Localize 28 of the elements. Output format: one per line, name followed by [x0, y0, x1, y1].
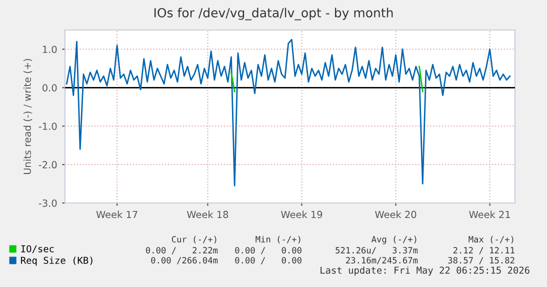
- text: Max (-/+): [468, 236, 514, 244]
- text: Last update: Fri May 22 06:25:15 2026: [320, 266, 530, 276]
- text: 23.16m/245.67m: [346, 257, 418, 264]
- y-tick-label: 1.0: [42, 46, 57, 54]
- x-tick-label: Week 20: [375, 210, 416, 218]
- text: 0.00 / 2.22m: [146, 247, 218, 254]
- text: Min (-/+): [256, 236, 300, 244]
- y-tick-label: -1.0: [38, 122, 57, 130]
- text: Avg (-/+): [372, 236, 416, 244]
- text: 0.00 / 0.00: [235, 257, 302, 264]
- y-tick-label: -3.0: [38, 199, 57, 207]
- text: 521.26u/ 3.37m: [336, 247, 418, 254]
- text: 0.00 / 0.00: [235, 247, 302, 254]
- x-tick-label: Week 18: [187, 210, 228, 218]
- y-tick-label: 0.0: [42, 84, 57, 92]
- text: 2.12 / 12.11: [453, 247, 514, 254]
- text: 0.00 /266.04m: [151, 257, 218, 264]
- x-tick-label: Week 19: [281, 210, 322, 218]
- line-series: [66, 38, 511, 186]
- legend-label: IO/sec: [21, 245, 54, 254]
- legend-label: Req Size (KB): [21, 256, 92, 266]
- y-axis-title: Units read (-) / write (+): [23, 58, 32, 174]
- chart-title: IOs for /dev/vg_data/lv_opt - by month: [154, 8, 393, 20]
- x-tick-label: Week 17: [96, 210, 138, 218]
- y-tick-label: -2.0: [38, 161, 57, 168]
- text: Cur (-/+): [172, 236, 216, 244]
- x-tick-label: Week 21: [469, 210, 510, 218]
- text: 38.57 / 15.82: [448, 257, 514, 264]
